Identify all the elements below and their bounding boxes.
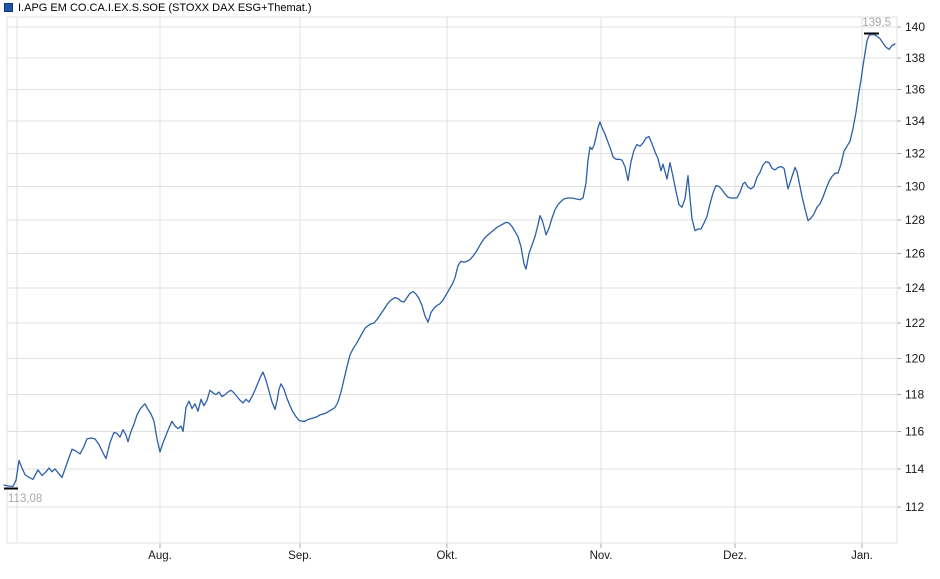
x-axis-label: Okt.: [436, 550, 457, 562]
y-axis-label: 124: [905, 281, 925, 295]
series-legend-swatch-icon: [4, 3, 13, 12]
x-axis-label: Dez.: [723, 550, 747, 562]
y-axis-label: 136: [905, 82, 925, 96]
y-axis-label: 126: [905, 247, 925, 261]
y-axis-label: 114: [905, 462, 924, 476]
y-axis-label: 132: [905, 147, 925, 161]
x-axis-label: Aug.: [148, 550, 172, 562]
y-axis-label: 134: [905, 114, 925, 128]
y-axis-label: 118: [905, 388, 924, 402]
y-axis-label: 122: [905, 316, 925, 330]
y-axis-label: 120: [905, 352, 925, 366]
chart-header: I.APG EM CO.CA.I.EX.S.SOE (STOXX DAX ESG…: [0, 0, 940, 16]
y-axis-label: 128: [905, 213, 925, 227]
y-axis-label: 116: [905, 425, 924, 439]
y-axis-label: 138: [905, 51, 925, 65]
plot-border: [6, 16, 898, 544]
price-line: [3, 34, 896, 488]
x-axis-label: Nov.: [590, 550, 613, 562]
y-axis-label: 112: [905, 500, 924, 514]
low-value-label: 113,08: [8, 493, 42, 505]
high-value-label: 139,5: [862, 17, 891, 29]
x-axis-label: Jan.: [851, 550, 873, 562]
chart-title: I.APG EM CO.CA.I.EX.S.SOE (STOXX DAX ESG…: [18, 2, 312, 14]
y-axis-label: 130: [905, 179, 925, 193]
y-axis-label: 140: [905, 20, 925, 34]
x-axis-label: Sep.: [288, 550, 312, 562]
